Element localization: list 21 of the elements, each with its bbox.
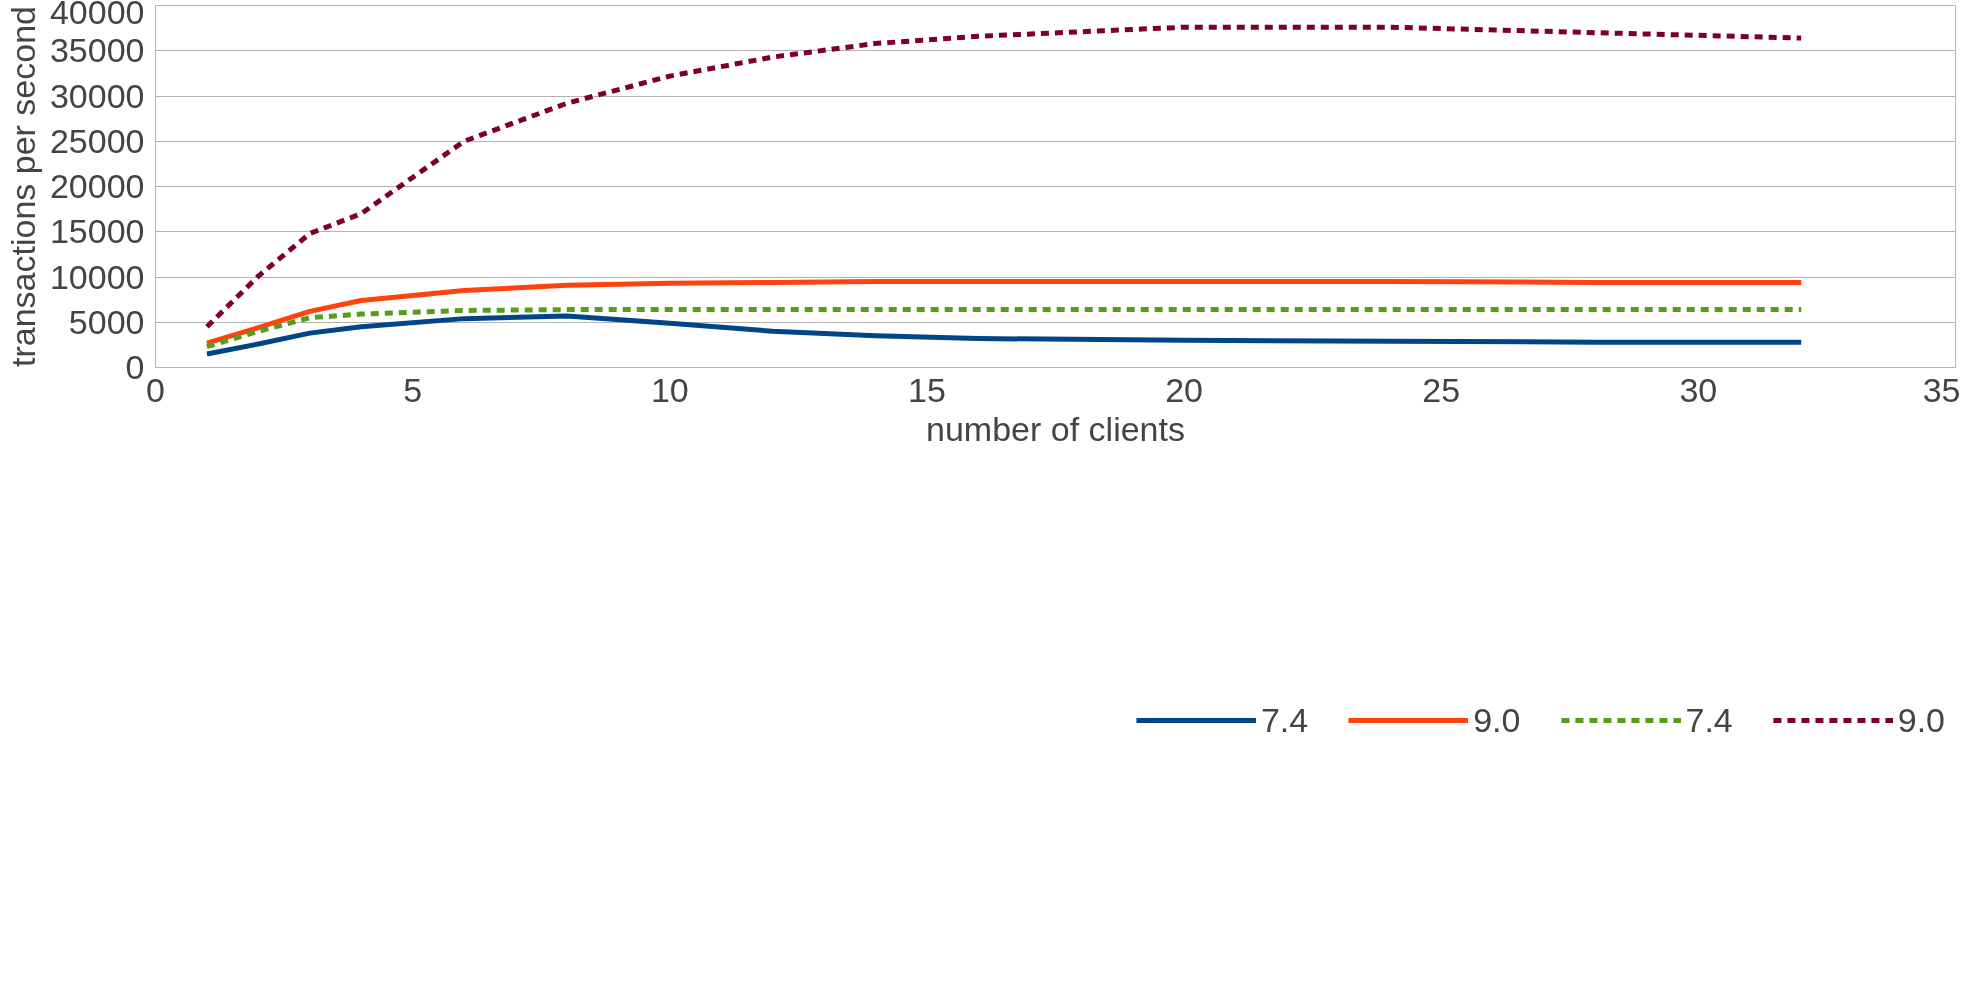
x-tick-label: 30 — [1679, 370, 1718, 409]
x-tick-label: 5 — [403, 370, 423, 409]
y-axis-title: transactions per second — [3, 6, 42, 367]
legend-label: 9.0 — [1473, 700, 1521, 740]
x-tick-label: 20 — [1165, 370, 1203, 409]
x-tick-label: 35 — [1922, 370, 1961, 409]
legend-label: 9.0 — [1897, 700, 1945, 740]
y-tick-label: 10000 — [49, 257, 145, 296]
y-tick-label: 15000 — [49, 212, 145, 251]
y-tick-label: 5000 — [68, 302, 145, 341]
legend-label: 7.4 — [1260, 700, 1309, 740]
y-tick-label: 25000 — [49, 121, 145, 160]
legend-label: 7.4 — [1685, 700, 1733, 740]
y-tick-label: 35000 — [49, 31, 145, 70]
x-axis-title: number of clients — [926, 409, 1185, 448]
y-tick-label: 20000 — [49, 167, 145, 205]
x-tick-label: 25 — [1422, 370, 1461, 409]
y-tick-label: 40000 — [49, 0, 145, 31]
x-tick-label: 15 — [908, 370, 946, 409]
x-tick-label: 10 — [650, 370, 689, 409]
y-tick-label: 30000 — [49, 76, 145, 115]
